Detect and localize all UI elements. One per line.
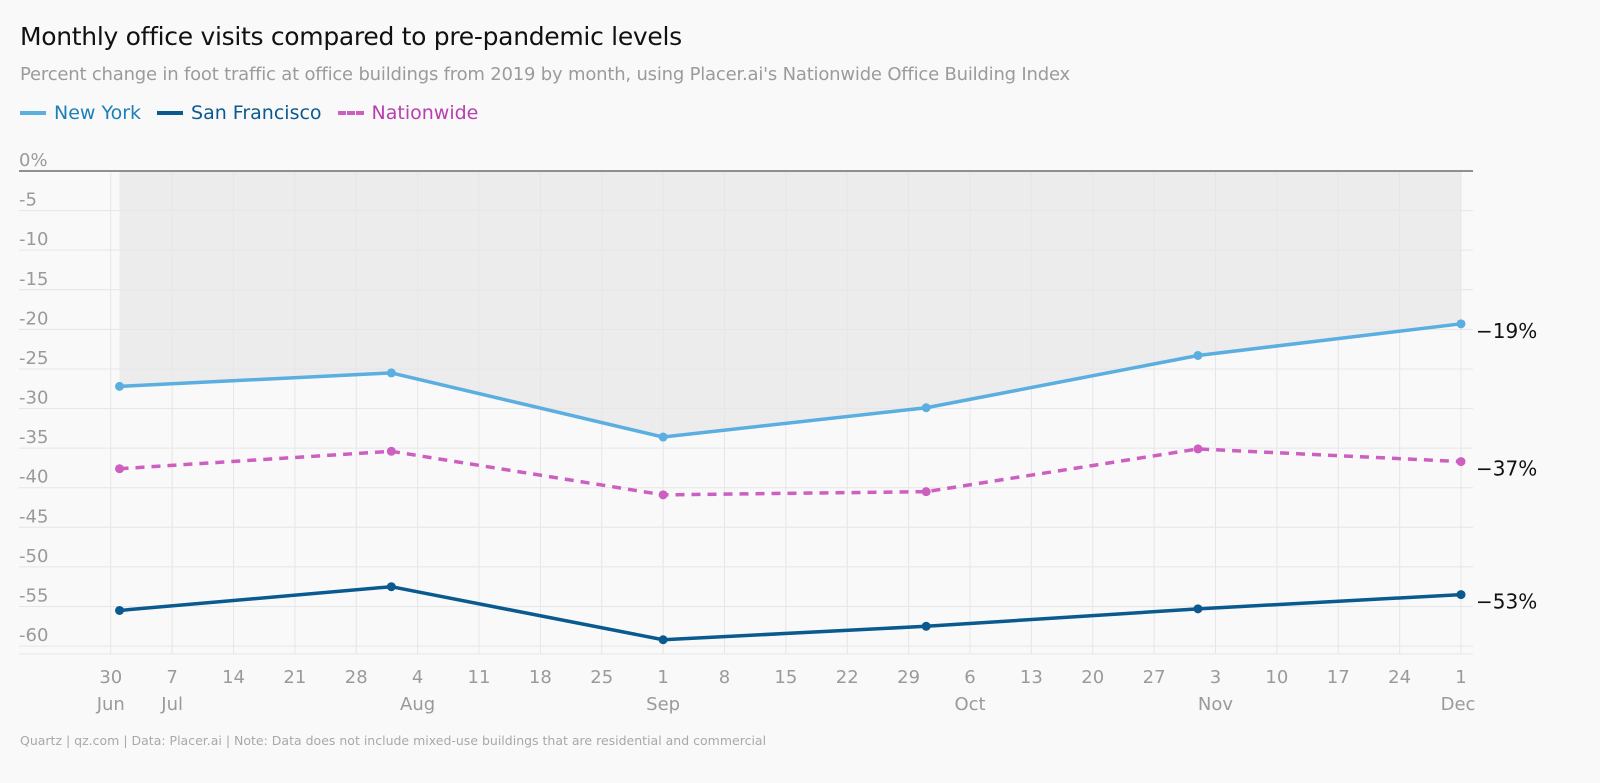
chart-footer: Quartz | qz.com | Data: Placer.ai | Note… xyxy=(20,733,767,748)
data-point-san-francisco xyxy=(921,621,931,631)
series-line-new-york xyxy=(119,322,1462,439)
x-month-label: Dec xyxy=(1441,694,1476,715)
x-tick-label: 17 xyxy=(1327,667,1350,688)
data-point-nationwide xyxy=(1193,444,1203,454)
x-month-label: Jun xyxy=(96,694,125,715)
x-tick-label: 29 xyxy=(897,667,920,688)
end-label: −19% xyxy=(1476,319,1537,343)
x-month-label: Oct xyxy=(954,694,985,715)
data-point-san-francisco xyxy=(1456,590,1466,600)
x-tick-label: 4 xyxy=(412,667,423,688)
data-point-san-francisco xyxy=(386,582,396,592)
x-month-label: Sep xyxy=(646,694,680,715)
chart-subtitle: Percent change in foot traffic at office… xyxy=(20,64,1070,85)
x-tick-label: 13 xyxy=(1020,667,1043,688)
x-tick-label: 27 xyxy=(1143,667,1166,688)
chart-title: Monthly office visits compared to pre-pa… xyxy=(20,22,682,51)
data-point-nationwide xyxy=(658,490,668,500)
legend-label-new-york: New York xyxy=(54,102,142,124)
legend-item-nationwide: Nationwide xyxy=(337,102,479,124)
y-tick-label: -15 xyxy=(19,269,48,290)
data-point-nationwide xyxy=(1456,457,1466,467)
y-tick-label: -30 xyxy=(19,388,48,409)
x-tick-label: 11 xyxy=(468,667,491,688)
data-point-san-francisco xyxy=(1193,604,1203,614)
x-tick-label: 3 xyxy=(1210,667,1221,688)
x-tick-label: 18 xyxy=(529,667,552,688)
x-tick-label: 24 xyxy=(1388,667,1411,688)
y-tick-label: -40 xyxy=(19,467,48,488)
legend-item-san-francisco: San Francisco xyxy=(157,102,322,124)
chart-legend: New York San Francisco Nationwide xyxy=(20,102,494,124)
x-month-label: Aug xyxy=(400,694,435,715)
x-tick-label: 21 xyxy=(283,667,306,688)
x-tick-label: 6 xyxy=(964,667,975,688)
x-tick-label: 7 xyxy=(166,667,177,688)
x-month-label: Jul xyxy=(160,694,183,715)
x-tick-label: 28 xyxy=(345,667,368,688)
end-label: −37% xyxy=(1476,457,1537,481)
y-tick-label: -55 xyxy=(19,585,48,606)
x-tick-label: 25 xyxy=(590,667,613,688)
legend-label-nationwide: Nationwide xyxy=(371,102,479,124)
y-tick-label: -5 xyxy=(19,190,37,211)
legend-swatch-new-york xyxy=(20,111,46,115)
x-tick-label: 1 xyxy=(1455,667,1466,688)
end-label: −53% xyxy=(1476,590,1537,614)
x-tick-label: 30 xyxy=(99,667,122,688)
data-point-new-york xyxy=(386,368,396,378)
data-point-nationwide xyxy=(386,446,396,456)
y-tick-label: -45 xyxy=(19,506,48,527)
y-tick-label: -60 xyxy=(19,625,48,646)
y-tick-label: -10 xyxy=(19,229,48,250)
data-point-new-york xyxy=(658,432,668,442)
x-tick-label: 1 xyxy=(657,667,668,688)
data-point-new-york xyxy=(1456,319,1466,329)
shaded-band xyxy=(119,171,1461,438)
x-tick-label: 20 xyxy=(1081,667,1104,688)
data-point-nationwide xyxy=(921,487,931,497)
y-tick-label: 0% xyxy=(19,150,48,171)
legend-label-san-francisco: San Francisco xyxy=(191,102,322,124)
x-month-label: Nov xyxy=(1198,694,1233,715)
x-tick-label: 14 xyxy=(222,667,245,688)
x-tick-label: 15 xyxy=(774,667,797,688)
data-point-new-york xyxy=(115,381,125,391)
legend-swatch-nationwide xyxy=(337,111,364,115)
legend-item-new-york: New York xyxy=(20,102,141,124)
data-point-san-francisco xyxy=(658,635,668,645)
data-point-san-francisco xyxy=(115,605,125,615)
x-tick-label: 22 xyxy=(836,667,859,688)
y-tick-label: -50 xyxy=(19,546,48,567)
legend-swatch-san-francisco xyxy=(157,111,184,115)
y-tick-label: -25 xyxy=(19,348,48,369)
series-line-san-francisco xyxy=(119,584,1462,642)
data-point-new-york xyxy=(1193,350,1203,360)
y-tick-label: -35 xyxy=(19,427,48,448)
x-tick-label: 8 xyxy=(719,667,730,688)
series-line-nationwide xyxy=(119,447,1462,497)
data-point-new-york xyxy=(921,403,931,413)
x-tick-label: 10 xyxy=(1265,667,1288,688)
y-tick-label: -20 xyxy=(19,308,48,329)
data-point-nationwide xyxy=(115,464,125,474)
